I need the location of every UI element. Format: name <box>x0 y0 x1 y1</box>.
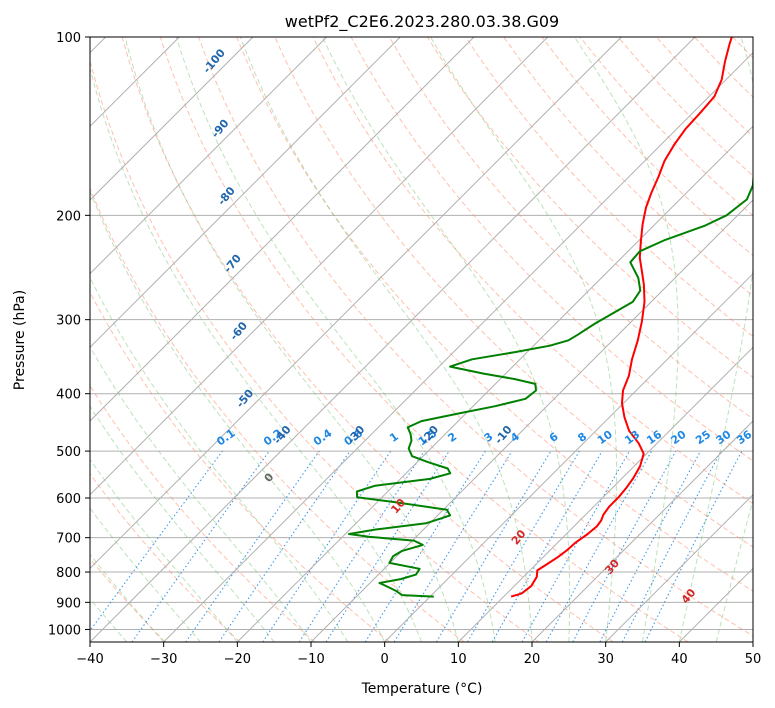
isotherm <box>236 125 753 642</box>
mixing-ratio-line <box>393 450 513 642</box>
mixing-ratio-lines <box>90 450 743 642</box>
y-tick-label: 100 <box>56 31 81 46</box>
x-tick-label: 10 <box>450 652 467 667</box>
moist-adiabat <box>239 37 533 642</box>
moist-adiabat <box>678 37 753 642</box>
temperature-line <box>510 37 733 598</box>
dry-adiabat <box>274 37 753 548</box>
x-tick-label: −10 <box>297 652 324 667</box>
dry-adiabat <box>236 37 753 592</box>
y-tick-label: 300 <box>56 314 81 329</box>
moist-adiabat <box>573 37 679 642</box>
moist-adiabats <box>90 37 753 642</box>
dry-adiabats <box>90 37 753 642</box>
y-tick-label: 400 <box>56 388 81 403</box>
y-tick-label: 200 <box>56 209 81 224</box>
y-tick-label: 1000 <box>48 623 81 638</box>
isotherm <box>605 493 753 642</box>
x-tick-label: 0 <box>381 652 389 667</box>
dry-adiabat <box>198 37 753 637</box>
dry-adiabat <box>350 37 753 462</box>
y-tick-label: 800 <box>56 566 81 581</box>
x-axis-label: Temperature (°C) <box>361 681 483 697</box>
mixing-ratio-line <box>262 450 392 642</box>
x-tick-label: 40 <box>671 652 688 667</box>
y-tick-label: 600 <box>56 492 81 507</box>
dry-adiabat <box>121 37 614 642</box>
isotherm <box>90 37 549 496</box>
moist-adiabat <box>715 498 753 642</box>
isotherm <box>90 37 328 275</box>
axes: −40 −30 −20 −10 0 10 20 30 40 50 100 200 300 400 500 60… <box>48 31 761 667</box>
dry-adiabat <box>90 472 241 642</box>
moist-adiabat <box>124 37 459 642</box>
isotherm <box>163 51 753 642</box>
mixing-ratio-line <box>90 450 223 632</box>
dry-adiabat <box>90 59 540 642</box>
mixing-ratio-line <box>325 450 450 642</box>
moist-adiabat <box>90 65 422 642</box>
moist-adiabat <box>90 276 349 642</box>
mixing-ratio-line <box>521 450 630 642</box>
moist-adiabat <box>90 189 386 642</box>
chart-title: wetPf2_C2E6.2023.280.03.38.G09 <box>285 12 559 32</box>
x-tick-label: −20 <box>224 652 251 667</box>
moist-adiabat <box>430 37 617 642</box>
isotherm <box>90 37 622 570</box>
dry-adiabat <box>159 37 689 642</box>
x-tick-label: −30 <box>150 652 177 667</box>
isotherm <box>90 37 475 422</box>
y-axis-label: Pressure (hPa) <box>12 290 28 390</box>
profile-series <box>348 37 753 598</box>
y-tick-label: 900 <box>56 596 81 611</box>
mixing-ratio-line <box>644 450 743 642</box>
moist-adiabat <box>175 37 496 642</box>
dry-adiabat <box>426 37 753 378</box>
dry-adiabat <box>503 37 753 297</box>
dewpoint-line <box>348 172 753 598</box>
moist-adiabat <box>321 37 571 642</box>
moist-adiabat <box>90 405 275 642</box>
x-tick-label: 20 <box>524 652 541 667</box>
mixing-ratio-line <box>185 450 320 642</box>
dry-adiabat <box>90 557 166 642</box>
pressure-gridlines <box>90 37 753 630</box>
isotherm <box>384 272 753 642</box>
isotherm <box>90 37 401 349</box>
x-tick-label: 30 <box>597 652 614 667</box>
y-tick-label: 500 <box>56 445 81 460</box>
dry-adiabat <box>90 291 390 642</box>
mixing-ratio-line <box>131 450 270 642</box>
mixing-ratio-line <box>572 450 677 642</box>
plot-frame <box>89 36 754 643</box>
mixing-ratio-line <box>298 450 425 642</box>
x-tick-label: 50 <box>745 652 762 667</box>
y-tick-label: 700 <box>56 532 81 547</box>
isotherm <box>90 37 254 201</box>
dry-adiabat <box>90 384 316 642</box>
x-tick-label: −40 <box>76 652 103 667</box>
dry-adiabat <box>90 186 465 642</box>
moist-adiabat <box>90 458 238 642</box>
mixing-ratio-line <box>545 450 653 642</box>
isotherm <box>457 346 753 642</box>
isotherm <box>531 420 753 642</box>
isotherm <box>90 37 696 642</box>
mixing-ratio-line <box>218 450 351 642</box>
